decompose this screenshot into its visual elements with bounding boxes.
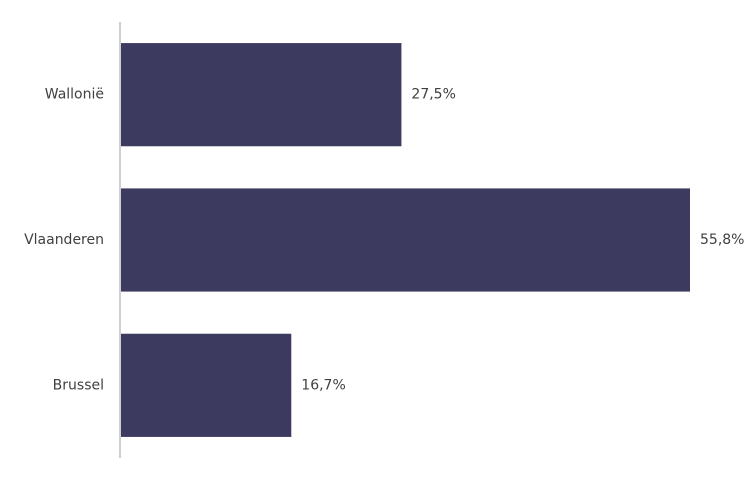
bar xyxy=(121,43,402,147)
bar xyxy=(121,188,690,292)
y-tick-label: Vlaanderen xyxy=(24,232,104,248)
value-label: 27,5% xyxy=(411,87,455,103)
y-tick-label: Wallonië xyxy=(45,87,104,103)
value-label: 55,8% xyxy=(700,232,744,248)
bar xyxy=(121,333,292,437)
value-label: 16,7% xyxy=(301,377,345,393)
y-tick-label: Brussel xyxy=(53,377,104,393)
